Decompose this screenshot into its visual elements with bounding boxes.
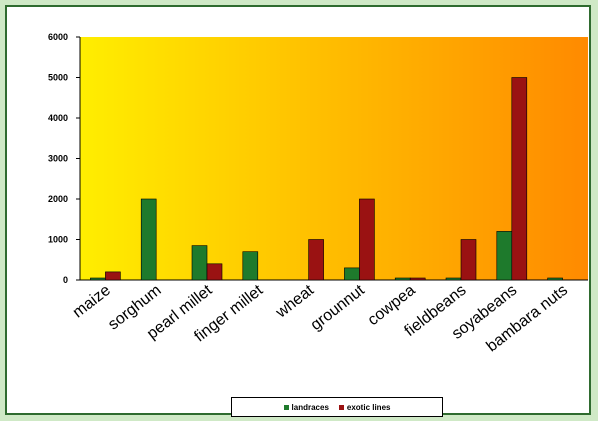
- legend: landraces exotic lines: [231, 397, 443, 417]
- legend-swatch-exotic: [338, 404, 344, 410]
- y-tick-label: 1000: [48, 235, 68, 245]
- bar-landraces-cowpea: [394, 277, 411, 281]
- bar-landraces-bambara-nuts: [547, 277, 563, 281]
- bar-landraces-maize: [90, 277, 106, 281]
- x-tick-label: grounnut: [308, 281, 369, 334]
- x-tick-label: wheat: [272, 281, 317, 322]
- bar-exotic-lines-pearl-millet: [206, 263, 223, 281]
- legend-swatch-landraces: [283, 404, 289, 410]
- legend-item-exotic: exotic lines: [338, 402, 391, 412]
- bar-exotic-lines-cowpea: [409, 277, 426, 281]
- bar-landraces-pearl-millet: [191, 245, 208, 281]
- y-tick-label: 3000: [48, 154, 68, 164]
- y-tick-label: 5000: [48, 73, 68, 83]
- y-tick-label: 0: [63, 275, 68, 285]
- bar-landraces-fieldbeans: [445, 277, 462, 281]
- bar-landraces-soyabeans: [496, 231, 513, 281]
- bar-exotic-lines-wheat: [308, 239, 324, 281]
- bar-exotic-lines-grounnut: [359, 198, 375, 281]
- bar-landraces-sorghum: [140, 198, 157, 281]
- legend-label-landraces: landraces: [291, 402, 329, 412]
- legend-label-exotic: exotic lines: [346, 402, 391, 412]
- bar-exotic-lines-fieldbeans: [460, 239, 477, 281]
- y-axis: 6000 5000 4000 3000 2000 1000 0: [48, 32, 588, 285]
- bar-landraces-grounnut: [344, 267, 360, 281]
- bars: [90, 77, 563, 281]
- legend-item-landraces: landraces: [283, 402, 329, 412]
- bar-landraces-finger-millet: [242, 251, 259, 281]
- y-tick-label: 4000: [48, 113, 68, 123]
- x-tick-label: maize: [70, 282, 114, 322]
- y-tick-label: 6000: [48, 32, 68, 42]
- bar-exotic-lines-soyabeans: [511, 77, 528, 281]
- bar-exotic-lines-maize: [105, 271, 121, 281]
- y-tick-label: 2000: [48, 194, 68, 204]
